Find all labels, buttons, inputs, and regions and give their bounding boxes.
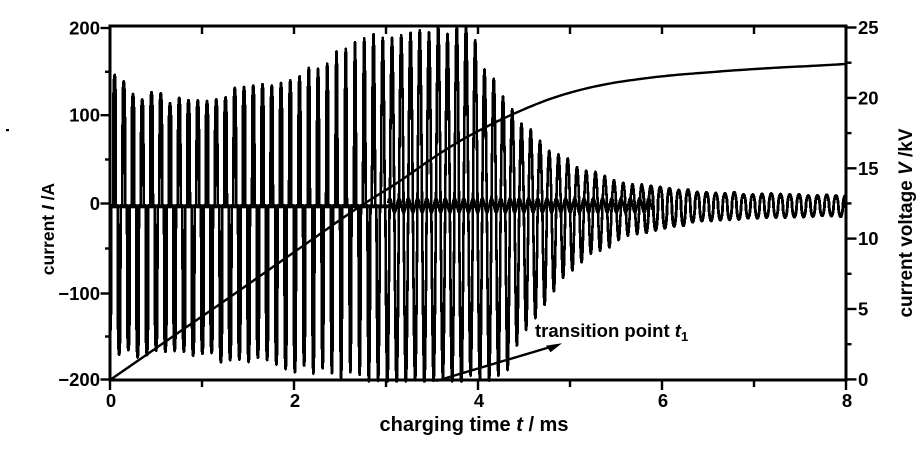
svg-text:25: 25 — [858, 17, 879, 38]
svg-text:4: 4 — [474, 390, 485, 411]
svg-text:15: 15 — [858, 158, 879, 179]
svg-text:200: 200 — [69, 18, 100, 39]
svg-text:current I /A: current I /A — [38, 182, 58, 275]
svg-text:−100: −100 — [58, 283, 100, 304]
svg-text:20: 20 — [858, 87, 879, 108]
svg-text:0: 0 — [858, 369, 868, 390]
svg-text:10: 10 — [858, 228, 879, 249]
svg-text:6: 6 — [658, 390, 668, 411]
svg-text:0: 0 — [106, 390, 116, 411]
svg-text:8: 8 — [842, 390, 852, 411]
svg-text:−200: −200 — [58, 369, 100, 390]
svg-text:0: 0 — [90, 193, 100, 214]
svg-text:5: 5 — [858, 299, 868, 320]
svg-text:transition point t1: transition point t1 — [535, 320, 688, 344]
svg-text:100: 100 — [69, 105, 100, 126]
svg-text:charging time t / ms: charging time t / ms — [380, 414, 569, 436]
svg-text:current voltage V /kV: current voltage V /kV — [896, 128, 917, 317]
svg-text:2: 2 — [290, 390, 300, 411]
